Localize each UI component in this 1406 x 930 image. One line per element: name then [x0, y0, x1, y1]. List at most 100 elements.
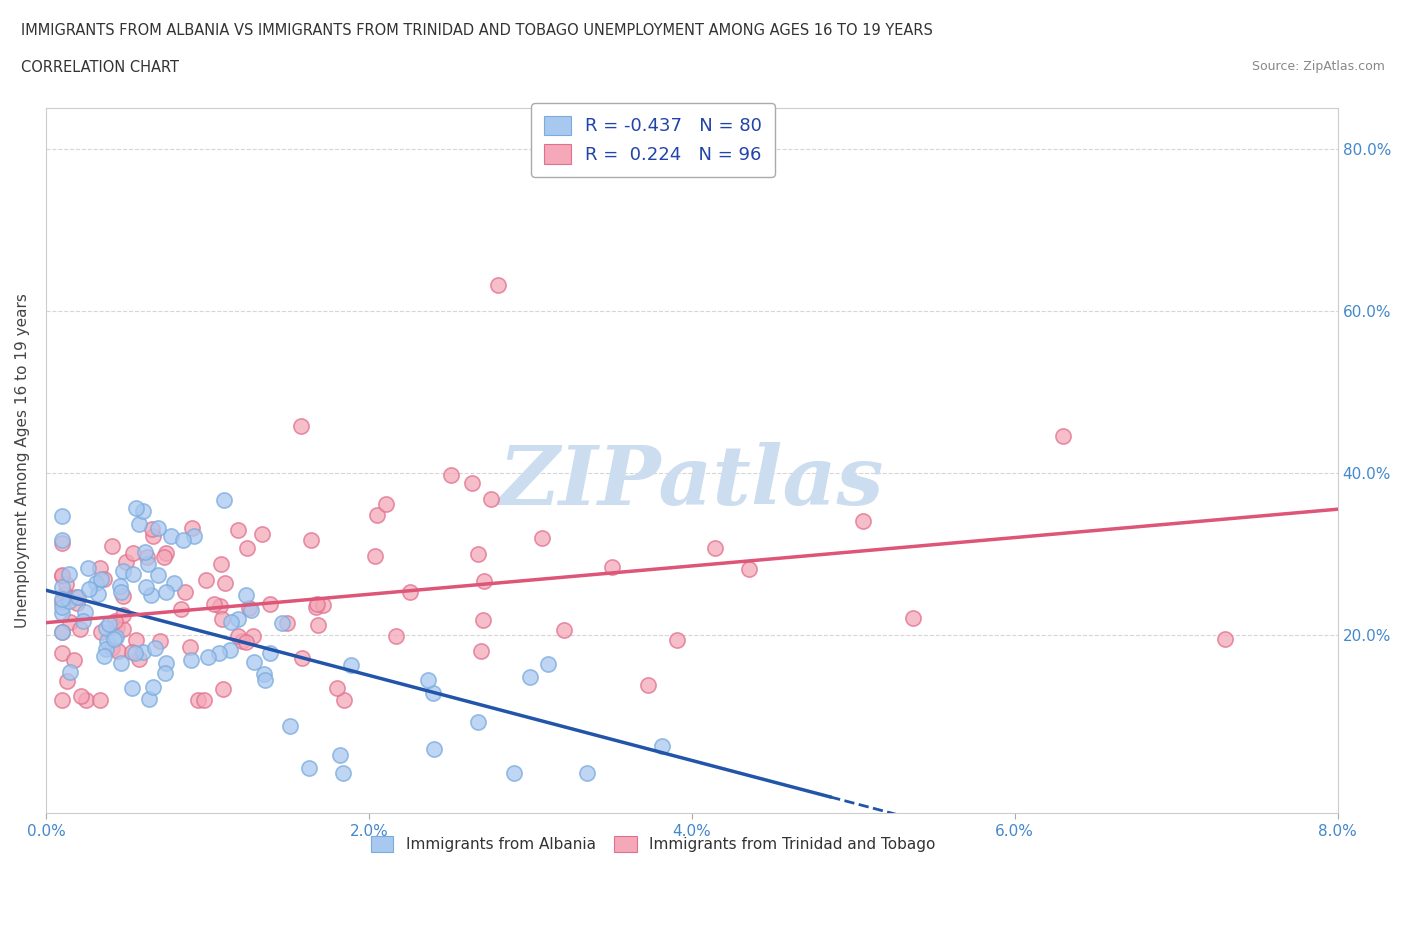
Point — [467, 715, 489, 730]
Point — [290, 651, 312, 666]
Point — [73, 604, 96, 619]
Point — [153, 550, 176, 565]
Point — [94, 620, 117, 635]
Point — [214, 576, 236, 591]
Point — [202, 597, 225, 612]
Point — [186, 692, 208, 707]
Point — [96, 633, 118, 648]
Point — [231, 633, 253, 648]
Point — [143, 640, 166, 655]
Point — [100, 538, 122, 553]
Point — [418, 672, 440, 687]
Point — [89, 561, 111, 576]
Point — [136, 557, 159, 572]
Point — [155, 656, 177, 671]
Point — [103, 614, 125, 629]
Point — [58, 593, 80, 608]
Point — [124, 645, 146, 660]
Point — [108, 578, 131, 593]
Point — [72, 614, 94, 629]
Point — [98, 616, 121, 631]
Point — [148, 521, 170, 536]
Point — [537, 657, 560, 671]
Point — [364, 548, 387, 563]
Point — [312, 597, 335, 612]
Point — [236, 540, 259, 555]
Point — [128, 516, 150, 531]
Point — [135, 550, 157, 565]
Point — [51, 536, 73, 551]
Point — [142, 679, 165, 694]
Point — [51, 624, 73, 639]
Point — [194, 573, 217, 588]
Point — [51, 569, 73, 584]
Point — [242, 629, 264, 644]
Point — [228, 523, 250, 538]
Point — [181, 521, 204, 536]
Point — [339, 658, 361, 672]
Point — [221, 615, 243, 630]
Point — [276, 615, 298, 630]
Point — [90, 624, 112, 639]
Point — [89, 692, 111, 707]
Point — [121, 567, 143, 582]
Point — [704, 540, 727, 555]
Point — [1213, 631, 1236, 646]
Point — [486, 277, 509, 292]
Point — [193, 692, 215, 707]
Point — [51, 591, 73, 606]
Point — [135, 579, 157, 594]
Point — [121, 681, 143, 696]
Y-axis label: Unemployment Among Ages 16 to 19 years: Unemployment Among Ages 16 to 19 years — [15, 293, 30, 628]
Point — [423, 741, 446, 756]
Point — [101, 641, 124, 656]
Point — [139, 588, 162, 603]
Point — [179, 640, 201, 655]
Point — [470, 644, 492, 658]
Point — [280, 719, 302, 734]
Point — [103, 632, 125, 647]
Point — [56, 674, 79, 689]
Point — [271, 616, 294, 631]
Point — [155, 666, 177, 681]
Text: Source: ZipAtlas.com: Source: ZipAtlas.com — [1251, 60, 1385, 73]
Point — [329, 748, 352, 763]
Point — [59, 665, 82, 680]
Point — [240, 603, 263, 618]
Point — [65, 590, 87, 604]
Point — [77, 561, 100, 576]
Point — [63, 653, 86, 668]
Point — [77, 581, 100, 596]
Point — [398, 584, 420, 599]
Point — [112, 589, 135, 604]
Point — [146, 567, 169, 582]
Point — [51, 645, 73, 660]
Point — [138, 691, 160, 706]
Point — [67, 590, 90, 604]
Point — [58, 566, 80, 581]
Point — [472, 573, 495, 588]
Point — [114, 554, 136, 569]
Point — [253, 672, 276, 687]
Point — [326, 681, 349, 696]
Point — [159, 528, 181, 543]
Point — [87, 587, 110, 602]
Point — [125, 500, 148, 515]
Point — [134, 545, 156, 560]
Point — [298, 760, 321, 775]
Point — [51, 595, 73, 610]
Point — [94, 642, 117, 657]
Point — [112, 564, 135, 578]
Point — [553, 622, 575, 637]
Point — [128, 652, 150, 667]
Point — [125, 633, 148, 648]
Point — [226, 612, 249, 627]
Point — [242, 655, 264, 670]
Point — [366, 508, 388, 523]
Point — [519, 670, 541, 684]
Point — [307, 618, 329, 632]
Point — [174, 584, 197, 599]
Point — [51, 567, 73, 582]
Point — [479, 491, 502, 506]
Point — [132, 644, 155, 659]
